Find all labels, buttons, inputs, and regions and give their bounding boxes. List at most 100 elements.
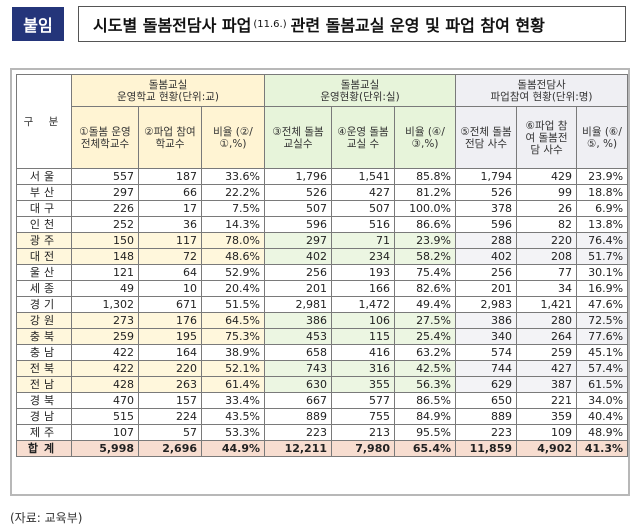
value-cell: 264 <box>516 328 578 345</box>
table-row: 서울 557 187 33.6% 1,796 1,541 85.8% 1,794 429 23.9… <box>16 168 629 185</box>
source-note: (자료: 교육부) <box>10 511 83 525</box>
value-cell: 38.9% <box>200 344 266 361</box>
column-header: 비율 (②/①,%) <box>200 106 266 169</box>
table-row: 경북 470 157 33.4% 667 577 86.5% 650 221 34.0% <box>16 392 629 409</box>
value-cell: 176 <box>138 312 202 329</box>
value-cell: 47.6% <box>576 296 629 313</box>
value-cell: 64.5% <box>200 312 266 329</box>
region-cell: 전남 <box>16 376 72 393</box>
value-cell: 86.6% <box>394 216 457 233</box>
value-cell: 66 <box>138 184 202 201</box>
value-cell: 30.1% <box>576 264 629 281</box>
value-cell: 193 <box>331 264 396 281</box>
table-row: 대구 226 17 7.5% 507 507 100.0% 378 26 6.9% <box>16 200 629 217</box>
value-cell: 516 <box>331 216 396 233</box>
value-cell: 223 <box>264 424 333 441</box>
value-cell: 82 <box>516 216 578 233</box>
value-cell: 288 <box>455 232 518 249</box>
column-header: ⑥파업 참여 돌봄전담 사수 <box>516 106 578 169</box>
value-cell: 297 <box>264 232 333 249</box>
value-cell: 33.4% <box>200 392 266 409</box>
value-cell: 280 <box>516 312 578 329</box>
header-group-schools: 돌봄교실 운영학교 현황(단위:교) <box>70 74 266 107</box>
value-cell: 23.9% <box>394 232 457 249</box>
table-row: 세종 49 10 20.4% 201 166 82.6% 201 34 16.9% <box>16 280 629 297</box>
value-cell: 1,302 <box>71 296 139 313</box>
value-cell: 150 <box>71 232 139 249</box>
value-cell: 378 <box>455 200 518 217</box>
value-cell: 386 <box>455 312 518 329</box>
value-cell: 100.0% <box>394 200 457 217</box>
region-cell: 합계 <box>16 440 72 457</box>
value-cell: 195 <box>138 328 202 345</box>
value-cell: 629 <box>455 376 518 393</box>
region-cell: 인천 <box>16 216 72 233</box>
region-cell: 광주 <box>16 232 72 249</box>
value-cell: 221 <box>516 392 578 409</box>
value-cell: 75.4% <box>394 264 457 281</box>
header-region: 구 분 <box>16 74 72 169</box>
table-row: 인천 252 36 14.3% 596 516 86.6% 596 82 13.8% <box>16 216 629 233</box>
table-row: 대전 148 72 48.6% 402 234 58.2% 402 208 51.7% <box>16 248 629 265</box>
value-cell: 45.1% <box>576 344 629 361</box>
header-group-staff: 돌봄전담사 파업참여 현황(단위:명) <box>455 74 629 107</box>
value-cell: 78.0% <box>200 232 266 249</box>
value-cell: 2,696 <box>138 440 202 457</box>
value-cell: 64 <box>138 264 202 281</box>
value-cell: 429 <box>516 168 578 185</box>
value-cell: 213 <box>331 424 396 441</box>
table-row: 충북 259 195 75.3% 453 115 25.4% 340 264 77.6% <box>16 328 629 345</box>
value-cell: 14.3% <box>200 216 266 233</box>
value-cell: 355 <box>331 376 396 393</box>
value-cell: 77.6% <box>576 328 629 345</box>
region-cell: 제주 <box>16 424 72 441</box>
region-cell: 대구 <box>16 200 72 217</box>
value-cell: 889 <box>455 408 518 425</box>
value-cell: 453 <box>264 328 333 345</box>
group3-title: 돌봄전담사 <box>517 78 566 91</box>
value-cell: 33.6% <box>200 168 266 185</box>
value-cell: 755 <box>331 408 396 425</box>
value-cell: 889 <box>264 408 333 425</box>
total-row: 합계 5,998 2,696 44.9% 12,211 7,980 65.4% 11,859 4… <box>16 440 629 457</box>
table-row: 울산 121 64 52.9% 256 193 75.4% 256 77 30.1% <box>16 264 629 281</box>
region-cell: 부산 <box>16 184 72 201</box>
value-cell: 220 <box>516 232 578 249</box>
value-cell: 427 <box>331 184 396 201</box>
value-cell: 99 <box>516 184 578 201</box>
table-row: 전남 428 263 61.4% 630 355 56.3% 629 387 61.5% <box>16 376 629 393</box>
value-cell: 259 <box>516 344 578 361</box>
table-frame: 구 분 돌봄교실 운영학교 현황(단위:교) 돌봄교실 운영현황(단위:실) 돌… <box>10 68 630 496</box>
value-cell: 25.4% <box>394 328 457 345</box>
value-cell: 65.4% <box>394 440 457 457</box>
value-cell: 427 <box>516 360 578 377</box>
table-row: 광주 150 117 78.0% 297 71 23.9% 288 220 76.4% <box>16 232 629 249</box>
value-cell: 48.9% <box>576 424 629 441</box>
value-cell: 52.1% <box>200 360 266 377</box>
value-cell: 1,421 <box>516 296 578 313</box>
title-bar: 붙임 시도별 돌봄전담사 파업 (11.6.) 관련 돌봄교실 운영 및 파업 … <box>8 4 632 44</box>
value-cell: 43.5% <box>200 408 266 425</box>
value-cell: 744 <box>455 360 518 377</box>
value-cell: 557 <box>71 168 139 185</box>
value-cell: 226 <box>71 200 139 217</box>
value-cell: 671 <box>138 296 202 313</box>
value-cell: 36 <box>138 216 202 233</box>
value-cell: 7,980 <box>331 440 396 457</box>
value-cell: 41.3% <box>576 440 629 457</box>
value-cell: 11,859 <box>455 440 518 457</box>
value-cell: 297 <box>71 184 139 201</box>
region-cell: 경기 <box>16 296 72 313</box>
value-cell: 507 <box>264 200 333 217</box>
value-cell: 470 <box>71 392 139 409</box>
value-cell: 61.4% <box>200 376 266 393</box>
region-cell: 경북 <box>16 392 72 409</box>
value-cell: 34.0% <box>576 392 629 409</box>
value-cell: 48.6% <box>200 248 266 265</box>
column-header: 비율 (⑥/⑤, %) <box>576 106 629 169</box>
value-cell: 72.5% <box>576 312 629 329</box>
value-cell: 49 <box>71 280 139 297</box>
column-header: ②파업 참여 학교수 <box>138 106 202 169</box>
value-cell: 223 <box>455 424 518 441</box>
value-cell: 2,983 <box>455 296 518 313</box>
